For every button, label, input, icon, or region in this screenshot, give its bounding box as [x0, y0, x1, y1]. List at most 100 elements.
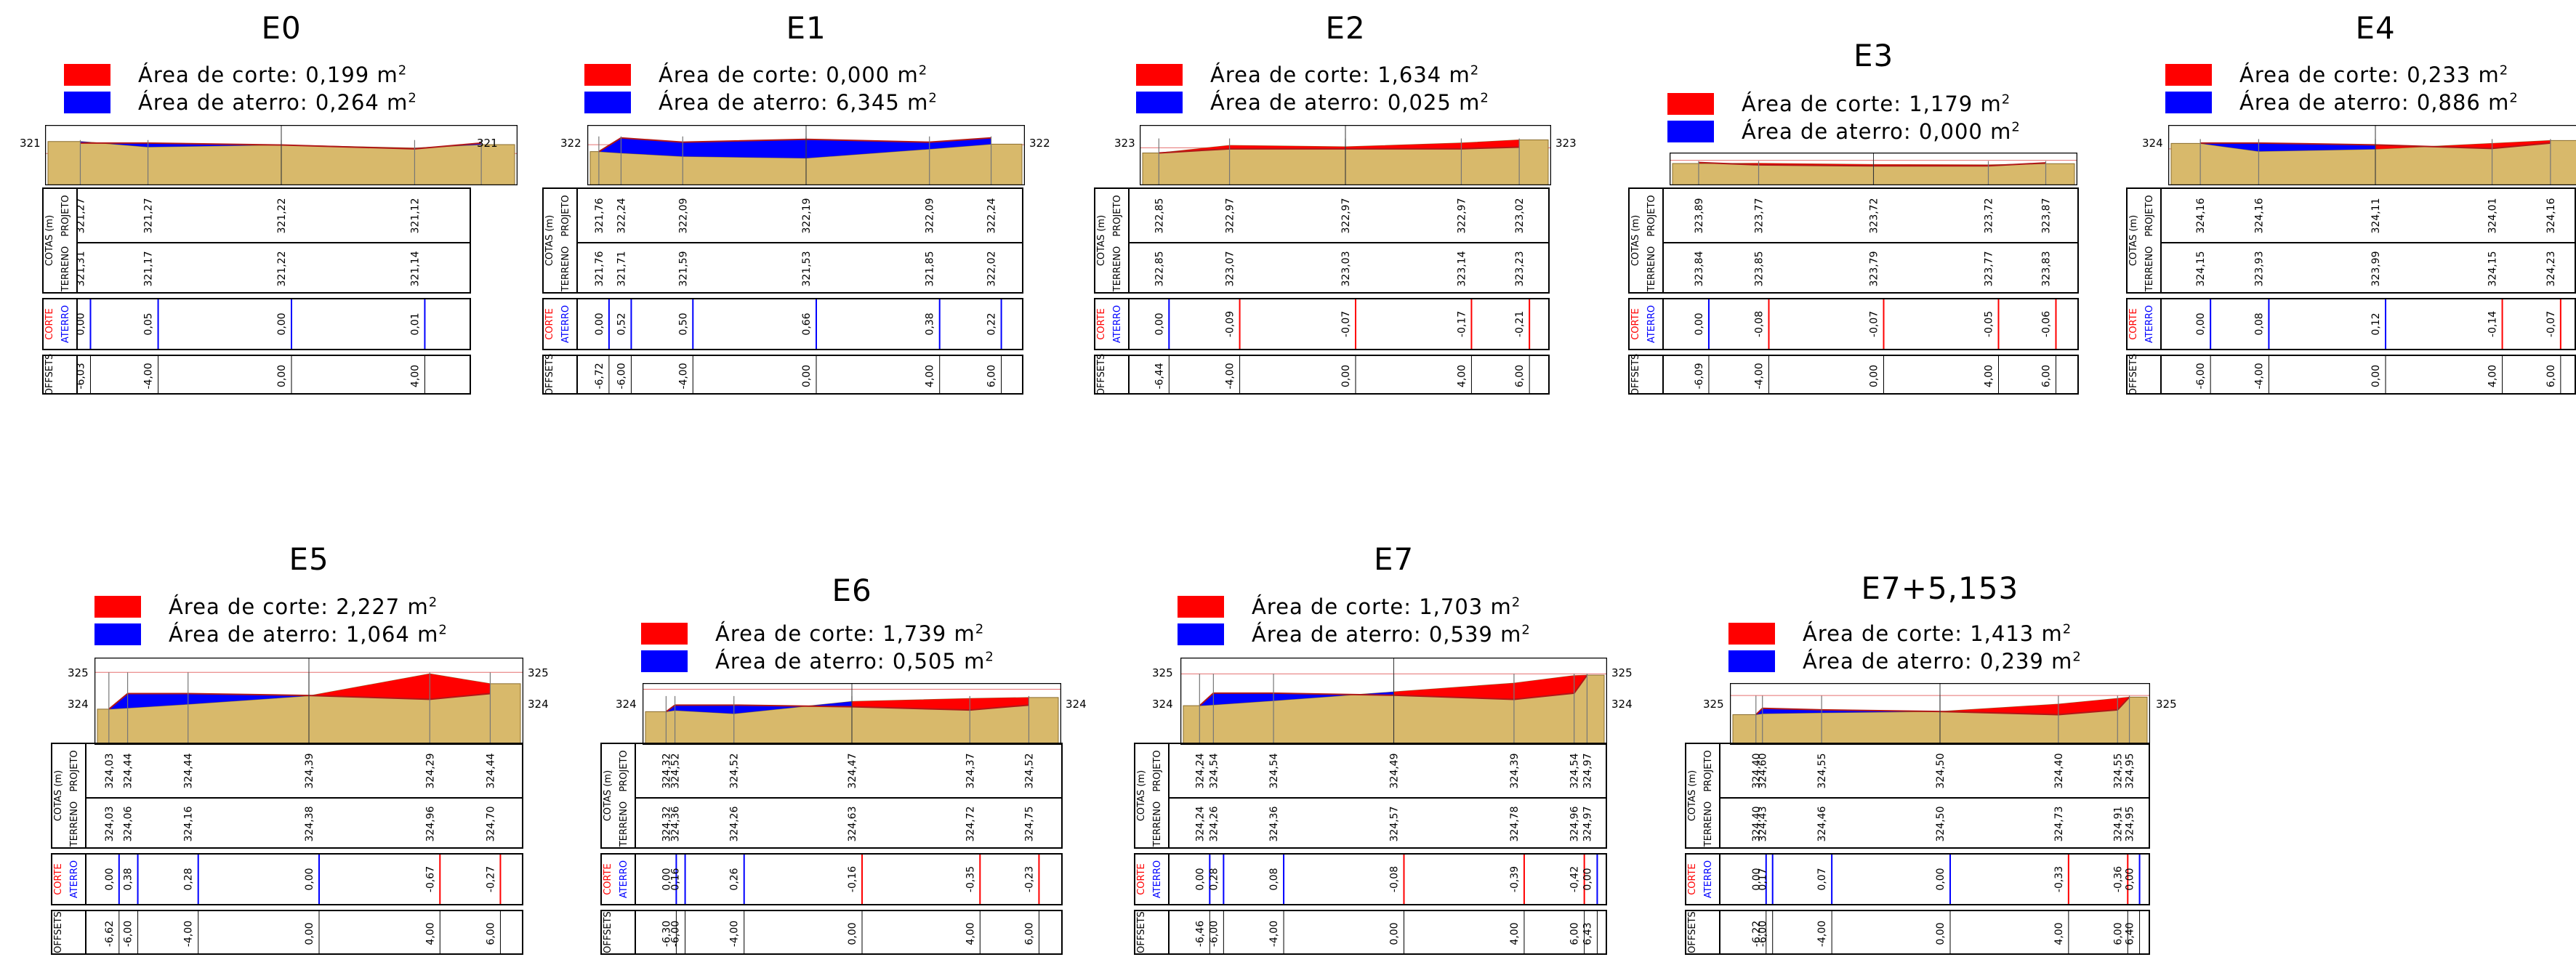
cell-projeto: 324,44 — [183, 753, 195, 788]
legend-value: 1,703 — [1419, 594, 1491, 619]
cell-projeto: 323,87 — [2041, 198, 2053, 234]
row-label-aterro: ATERRO — [1152, 860, 1163, 898]
cell-corte-aterro: -0,06 — [2041, 311, 2053, 337]
legend-label: Área de corte: — [169, 594, 337, 619]
cell-projeto: 322,97 — [1225, 198, 1236, 234]
cell-corte-aterro: -0,23 — [1023, 866, 1035, 892]
elevation-label: 324 — [1066, 698, 1087, 711]
legend-text-aterro: Área de aterro: 0,025 m2 — [1210, 90, 1489, 115]
row-label-aterro: ATERRO — [60, 305, 71, 343]
cell-offset: -6,00 — [1758, 921, 1769, 947]
cell-offset: 6,00 — [986, 365, 998, 387]
table-box — [1134, 853, 1607, 905]
cell-terreno: 323,93 — [2253, 251, 2265, 287]
cell-offset: 0,00 — [276, 365, 288, 387]
legend-label: Área de aterro: — [138, 90, 315, 115]
row-label-terreno: TERRENO — [2144, 246, 2155, 292]
legend-unit: m — [377, 62, 398, 87]
table-box — [1134, 910, 1607, 955]
cell-terreno: 324,36 — [1268, 806, 1280, 841]
cell-corte-aterro: 0,28 — [183, 868, 195, 890]
corte-area — [430, 674, 491, 700]
row-label-projeto: PROJETO — [69, 750, 80, 791]
corte-area — [970, 697, 1029, 711]
cell-terreno: 322,85 — [1154, 251, 1165, 287]
legend-value: 0,264 — [315, 90, 387, 115]
row-label-cotas: COTAS (m) — [1136, 770, 1147, 821]
cell-projeto: 321,76 — [594, 198, 605, 233]
table-box — [542, 298, 1023, 350]
row-label-corte: CORTE — [1687, 863, 1698, 895]
cell-corte-aterro: 0,22 — [986, 312, 998, 335]
legend-unit-exponent: 2 — [2001, 92, 2011, 108]
elevation-label: 323 — [1555, 137, 1577, 150]
row-label-corte: CORTE — [2128, 308, 2139, 340]
cell-projeto: 324,52 — [729, 754, 741, 789]
data-table: COTAS (m) PROJETO TERRENO CORTE ATERRO OFFSET… — [1628, 187, 2079, 395]
legend-value: 1,739 — [882, 621, 954, 646]
legend-value: 0,239 — [1979, 649, 2052, 674]
row-label-projeto: PROJETO — [1646, 195, 1657, 236]
table-box — [42, 187, 471, 294]
legend-unit-exponent: 2 — [2062, 621, 2072, 637]
cell-terreno: 324,96 — [424, 806, 436, 841]
row-label-projeto: PROJETO — [560, 195, 571, 236]
plot-frame — [643, 683, 1061, 745]
elevation-label: 322 — [560, 137, 581, 150]
legend-unit: m — [1490, 594, 1512, 619]
cell-terreno: 324,57 — [1389, 807, 1401, 842]
design-line — [598, 137, 991, 153]
legend-label: Área de aterro: — [1742, 119, 1919, 144]
legend-label: Área de corte: — [659, 62, 826, 87]
corte-area — [1229, 145, 1345, 149]
row-label-corte: CORTE — [53, 863, 64, 895]
legend-text-aterro: Área de aterro: 0,505 m2 — [715, 649, 994, 674]
cell-corte-aterro: 0,00 — [276, 312, 288, 335]
table-box — [1685, 910, 2150, 955]
row-label-terreno: TERRENO — [69, 801, 80, 847]
row-label-aterro: ATERRO — [1703, 860, 1714, 898]
legend-value: 0,233 — [2407, 62, 2479, 87]
legend-value: 0,539 — [1428, 622, 1501, 647]
cell-terreno: 323,77 — [1984, 251, 1995, 287]
cell-offset: -6,22 — [1751, 921, 1763, 947]
cell-corte-aterro: 0,38 — [123, 868, 134, 890]
cell-corte-aterro: -0,09 — [1225, 311, 1236, 337]
legend-unit-exponent: 2 — [1511, 594, 1521, 610]
row-label-aterro: ATERRO — [1112, 305, 1123, 343]
legend-unit: m — [1990, 119, 2012, 144]
aterro-area — [621, 137, 683, 157]
row-label-projeto: PROJETO — [1152, 750, 1163, 791]
cell-corte-aterro: -0,33 — [2053, 866, 2065, 892]
cell-terreno: 321,22 — [276, 251, 288, 287]
legend-text-aterro: Área de aterro: 0,886 m2 — [2239, 90, 2519, 115]
aterro-area — [127, 693, 188, 708]
cell-offset: -6,03 — [75, 363, 86, 389]
legend-swatch-corte — [641, 623, 688, 645]
legend-value: 0,199 — [305, 62, 377, 87]
legend-unit-exponent: 2 — [398, 62, 408, 78]
cell-terreno: 321,14 — [409, 251, 421, 286]
cell-offset: -4,00 — [143, 363, 155, 389]
row-label-cotas: COTAS (m) — [1096, 215, 1107, 266]
corte-area — [1393, 683, 1514, 700]
row-label-aterro: ATERRO — [619, 860, 629, 898]
cell-corte-aterro: -0,17 — [1456, 311, 1468, 337]
legend-corte: Área de corte: 1,703 m2 — [1178, 594, 1521, 619]
cell-projeto: 324,55 — [1816, 754, 1828, 789]
row-label-offsets: OFFSETS — [44, 354, 55, 395]
elevation-label: 325 — [1703, 698, 1724, 711]
plot-frame — [1180, 658, 1607, 745]
cell-terreno: 322,02 — [986, 251, 998, 287]
data-table: COTAS (m) PROJETO TERRENO CORTE ATERRO OFFSET… — [1685, 743, 2150, 955]
legend-text-corte: Área de corte: 0,233 m2 — [2239, 62, 2508, 87]
cell-offset: -4,00 — [1754, 363, 1766, 389]
cell-terreno: 324,24 — [1194, 806, 1206, 841]
legend-text-corte: Área de corte: 1,703 m2 — [1252, 594, 1521, 619]
cell-projeto: 324,44 — [123, 753, 134, 788]
cell-terreno: 324,15 — [2195, 251, 2207, 287]
cell-offset: 6,00 — [2545, 365, 2557, 387]
cell-projeto: 324,54 — [1208, 753, 1220, 788]
cell-offset: 6,40 — [2125, 922, 2136, 945]
row-label-projeto: PROJETO — [2144, 195, 2155, 236]
